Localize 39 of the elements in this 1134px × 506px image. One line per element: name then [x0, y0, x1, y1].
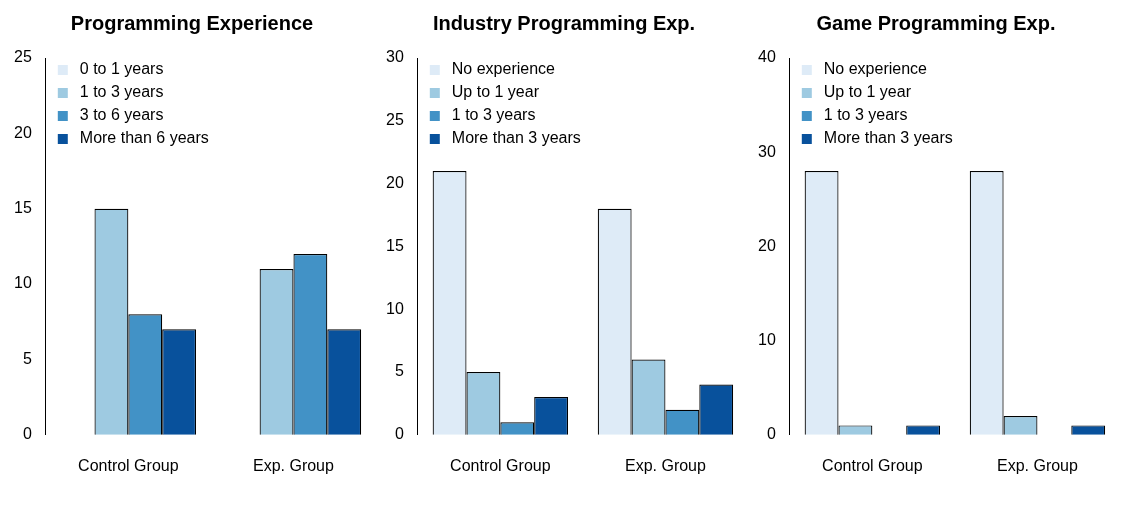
y-tick-label: 0: [766, 425, 776, 443]
legend-label: More than 3 years: [823, 129, 953, 147]
y-tick-label: 40: [758, 48, 776, 66]
legend-label: Up to 1 year: [823, 83, 912, 101]
y-tick-label: 5: [22, 349, 32, 367]
legend-label: More than 3 years: [451, 129, 581, 147]
legend-label: Up to 1 year: [451, 83, 540, 101]
legend-label: 1 to 3 years: [79, 83, 164, 101]
y-tick-label: 10: [14, 274, 32, 292]
chart-title: Programming Experience: [70, 11, 314, 34]
legend-label: More than 6 years: [79, 129, 209, 147]
y-tick-label: 25: [386, 111, 404, 129]
y-tick-label: 10: [386, 299, 404, 317]
y-tick-label: 15: [386, 236, 404, 254]
y-tick-label: 25: [14, 48, 32, 66]
y-tick-label: 20: [758, 236, 776, 254]
y-tick-label: 0: [394, 425, 404, 443]
x-tick-label: Control Group: [450, 456, 551, 474]
y-tick-label: 15: [14, 199, 32, 217]
x-tick-label: Exp. Group: [624, 456, 707, 474]
y-tick-label: 0: [22, 425, 32, 443]
legend-label: No experience: [451, 60, 556, 78]
y-tick-label: 20: [386, 174, 404, 192]
chart-title: Game Programming Exp.: [816, 11, 1056, 34]
x-tick-label: Exp. Group: [996, 456, 1079, 474]
x-tick-label: Exp. Group: [252, 456, 335, 474]
legend-label: 3 to 6 years: [79, 106, 164, 124]
chart-title: Industry Programming Exp.: [432, 11, 696, 34]
y-tick-label: 10: [758, 331, 776, 349]
x-tick-label: Control Group: [78, 456, 179, 474]
legend-label: 1 to 3 years: [451, 106, 536, 124]
y-tick-label: 5: [394, 362, 404, 380]
legend-label: 1 to 3 years: [823, 106, 908, 124]
legend-label: No experience: [823, 60, 928, 78]
y-tick-label: 30: [758, 142, 776, 160]
y-tick-label: 20: [14, 123, 32, 141]
legend-label: 0 to 1 years: [79, 60, 164, 78]
y-tick-label: 30: [386, 48, 404, 66]
x-tick-label: Control Group: [822, 456, 923, 474]
